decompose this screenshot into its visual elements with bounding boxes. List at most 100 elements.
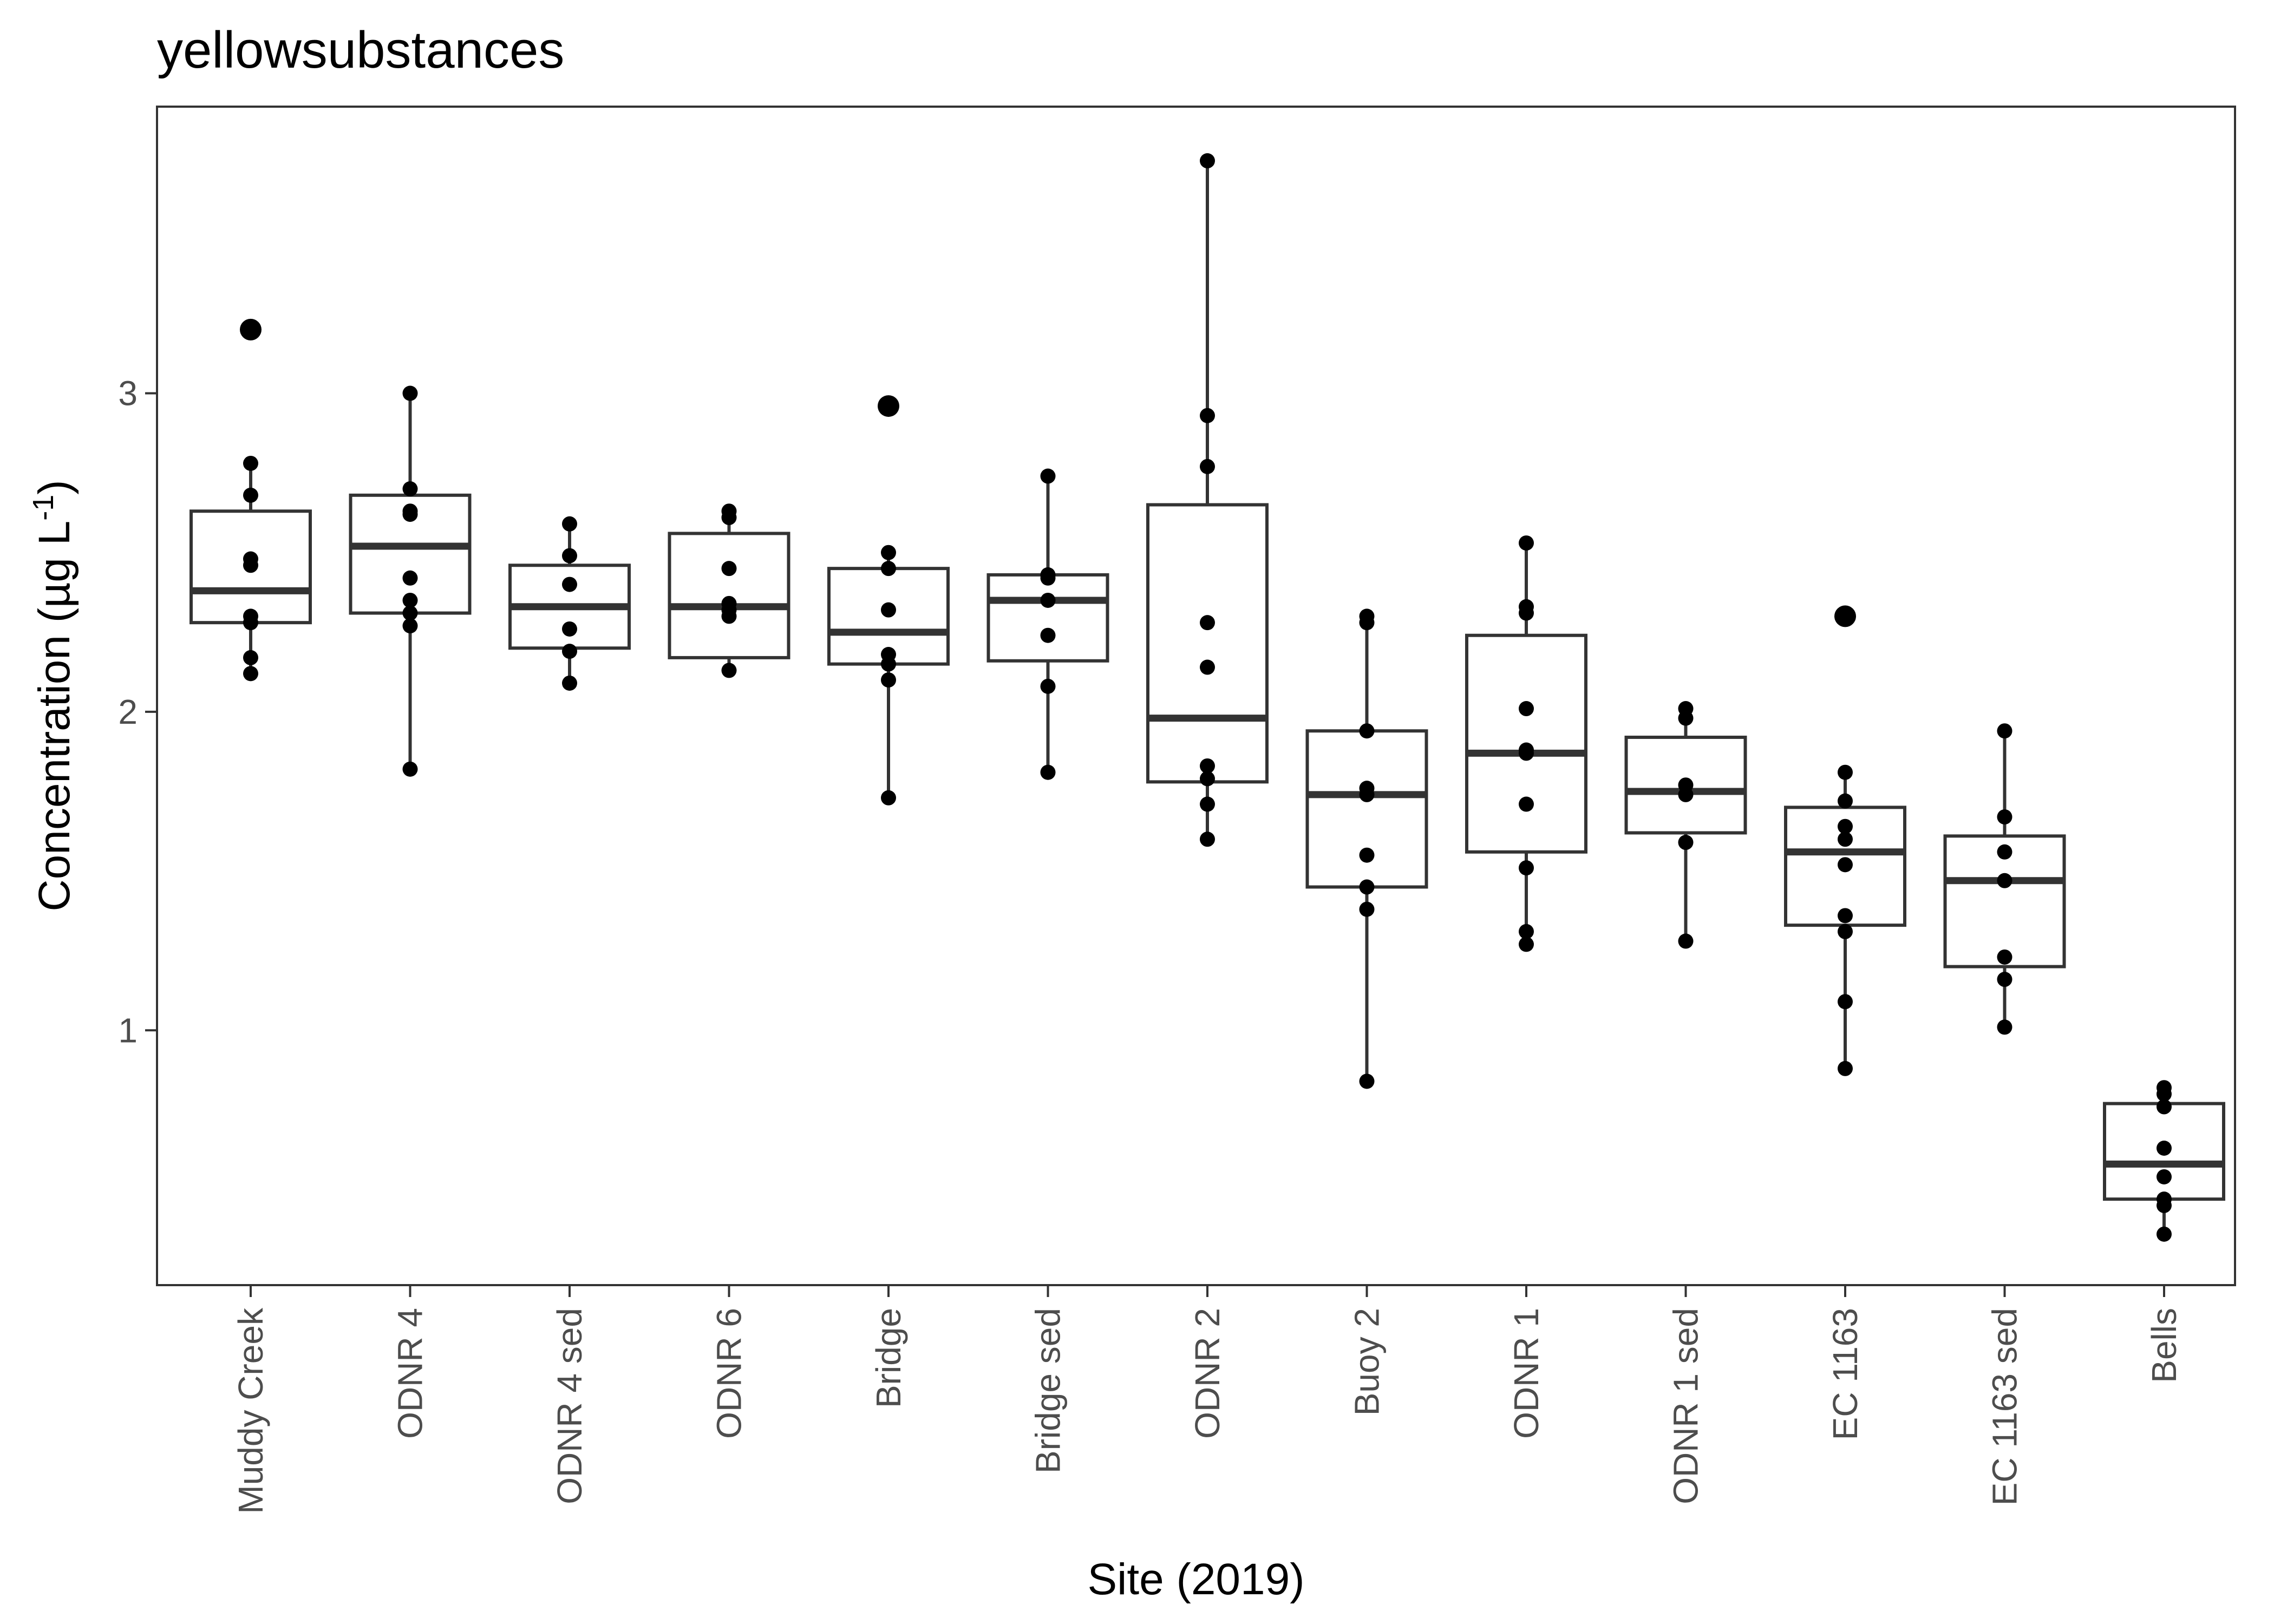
data-point <box>1678 835 1694 850</box>
data-point <box>243 650 258 665</box>
data-point <box>562 621 577 637</box>
box-iqr <box>668 532 790 659</box>
data-point <box>562 548 577 564</box>
x-tick-label: EC 1163 sed <box>1985 1308 2024 1505</box>
data-point <box>1838 831 1853 847</box>
box-iqr <box>1305 729 1428 889</box>
data-point <box>1838 818 1853 834</box>
data-point <box>1200 459 1215 474</box>
data-point <box>1519 924 1534 939</box>
x-tick-label: Bridge <box>869 1308 908 1408</box>
data-point <box>1200 771 1215 787</box>
data-point <box>1200 615 1215 631</box>
box-iqr <box>1624 735 1747 835</box>
data-point <box>881 602 896 618</box>
box-group <box>986 468 1109 780</box>
data-point <box>1519 605 1534 621</box>
data-point <box>402 507 418 522</box>
data-point <box>2157 1099 2172 1115</box>
data-point <box>1838 764 1853 780</box>
data-point <box>1359 879 1375 895</box>
box-group <box>2103 1080 2225 1242</box>
data-point <box>562 516 577 532</box>
data-point <box>1519 860 1534 876</box>
data-point <box>1359 901 1375 917</box>
data-point <box>1997 844 2012 860</box>
box-group <box>668 503 790 678</box>
box-iqr <box>986 573 1109 663</box>
data-point <box>243 487 258 503</box>
x-tick-label: ODNR 4 sed <box>550 1308 589 1504</box>
data-point <box>1997 949 2012 965</box>
data-point <box>1519 701 1534 717</box>
box-group <box>1943 723 2066 1035</box>
x-tick-label: EC 1163 <box>1826 1308 1865 1440</box>
data-point <box>243 558 258 573</box>
box-group <box>827 395 950 806</box>
box-group <box>190 318 312 682</box>
box-group <box>1465 535 1587 952</box>
data-point <box>1040 468 1056 484</box>
y-tick-label: 2 <box>118 692 138 731</box>
box-group <box>1146 153 1269 847</box>
data-point <box>1838 924 1853 939</box>
data-point <box>1997 723 2012 739</box>
data-point <box>562 644 577 659</box>
data-point <box>881 545 896 560</box>
box-group <box>349 385 472 777</box>
box-iqr <box>1146 503 1269 784</box>
data-point <box>1838 793 1853 809</box>
data-point <box>562 577 577 592</box>
x-tick-label: ODNR 1 <box>1507 1308 1546 1439</box>
data-point <box>1200 659 1215 675</box>
data-point <box>1838 608 1853 624</box>
data-point <box>402 761 418 777</box>
data-point <box>721 663 737 678</box>
data-point <box>1200 796 1215 812</box>
box-group <box>508 516 631 691</box>
data-point <box>402 570 418 586</box>
data-point <box>881 790 896 806</box>
data-point <box>562 675 577 691</box>
data-point <box>1040 570 1056 586</box>
plot-area <box>190 153 2225 1242</box>
y-tick-label: 3 <box>118 374 138 413</box>
data-point <box>881 672 896 688</box>
data-point <box>1838 908 1853 924</box>
data-point <box>1997 809 2012 825</box>
box-group <box>1305 608 1428 1089</box>
data-point <box>721 608 737 624</box>
box-group <box>1624 701 1747 949</box>
x-axis-title: Site (2019) <box>1087 1555 1304 1604</box>
data-point <box>1678 933 1694 949</box>
data-point <box>881 656 896 672</box>
x-tick-label: ODNR 2 <box>1188 1308 1227 1439</box>
chart-title: yellowsubstances <box>157 21 564 79</box>
data-point <box>881 398 896 414</box>
data-point <box>2157 1140 2172 1156</box>
data-point <box>402 385 418 401</box>
data-point <box>1200 408 1215 423</box>
data-point <box>1838 1060 1853 1076</box>
y-axis-title: Concentration (µg L-1) <box>27 480 79 911</box>
data-point <box>1997 1019 2012 1035</box>
box-group <box>1784 605 1906 1076</box>
data-point <box>1519 745 1534 761</box>
data-point <box>402 605 418 621</box>
data-point <box>1838 994 1853 1010</box>
data-point <box>243 615 258 631</box>
x-tick-label: ODNR 1 sed <box>1667 1308 1706 1504</box>
data-point <box>402 618 418 634</box>
y-tick-label: 1 <box>118 1011 138 1050</box>
x-tick-label: ODNR 6 <box>710 1308 749 1439</box>
x-tick-label: ODNR 4 <box>391 1308 430 1439</box>
data-point <box>243 322 258 337</box>
x-tick-label: Bridge sed <box>1029 1308 1068 1474</box>
data-point <box>1040 592 1056 608</box>
data-point <box>2157 1169 2172 1184</box>
data-point <box>2157 1086 2172 1102</box>
data-point <box>2157 1226 2172 1242</box>
data-point <box>1359 787 1375 802</box>
data-point <box>402 481 418 497</box>
